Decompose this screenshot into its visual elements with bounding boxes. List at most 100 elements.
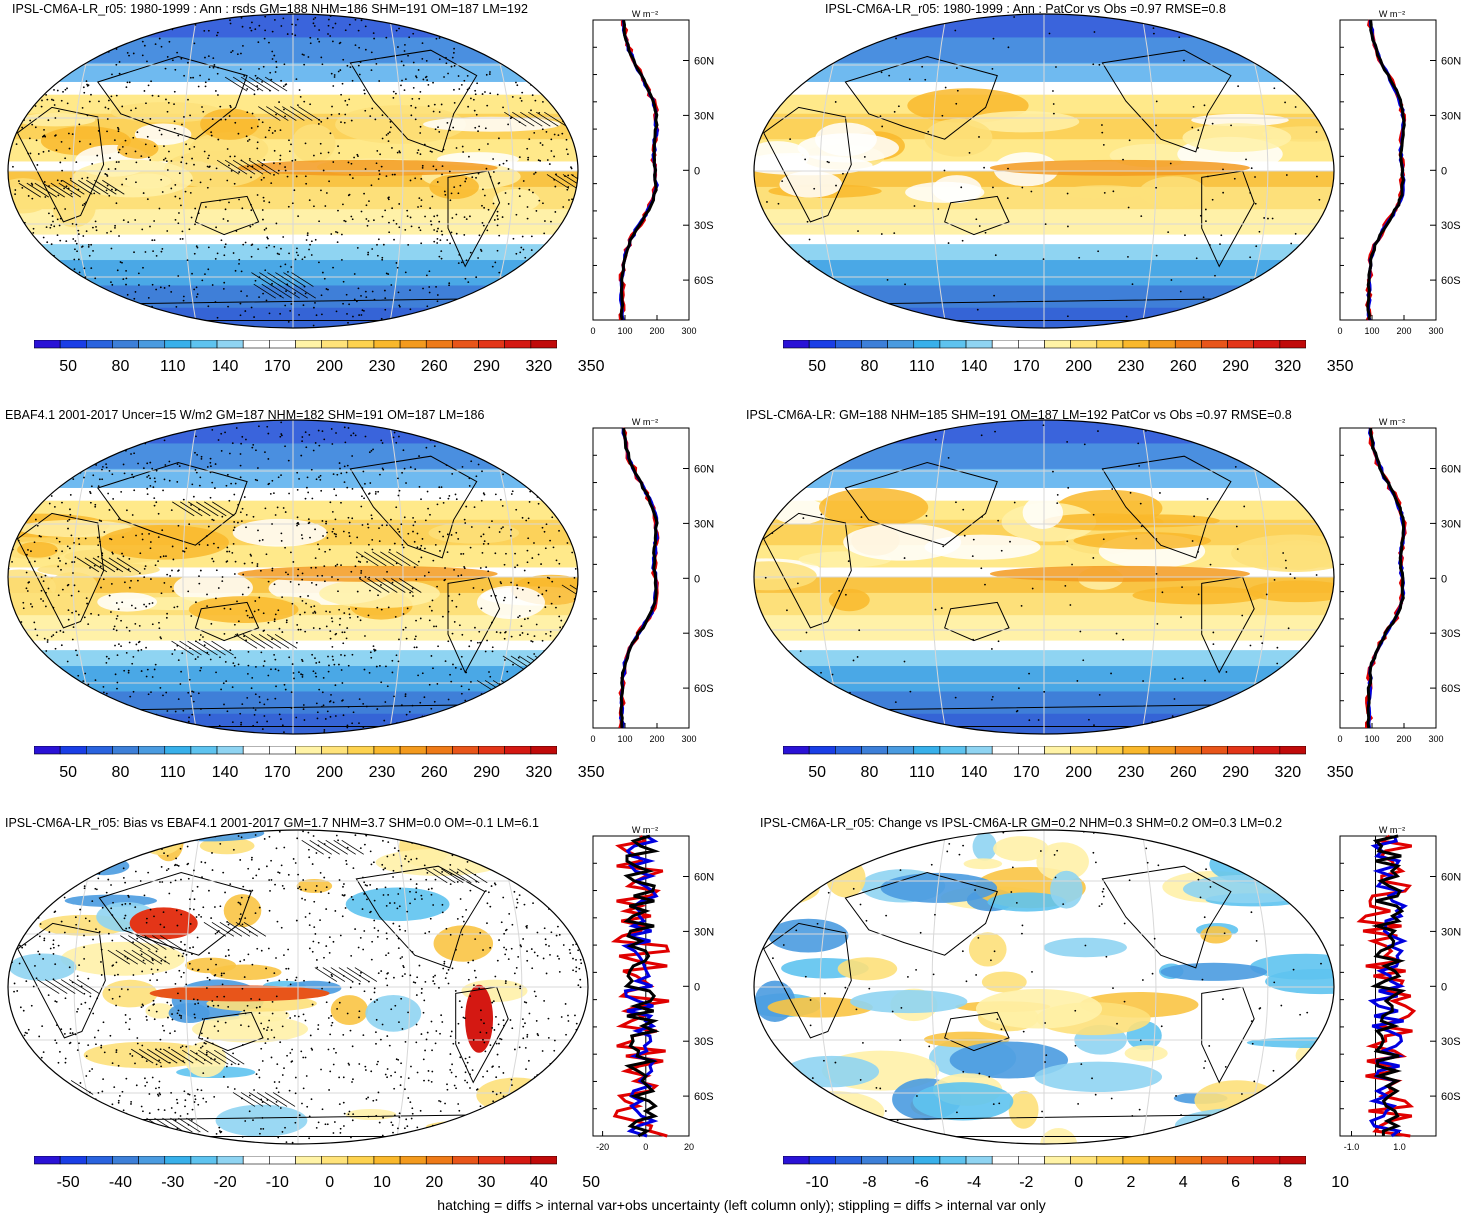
colorbar: [34, 746, 557, 755]
colorbar-tick-label: 290: [473, 358, 500, 375]
profile-x-tick-label: 0: [1337, 326, 1342, 336]
zonal-profile: W m⁻² 60N 30N 0 30S 60S 0 100 200 300: [590, 9, 714, 336]
colorbar: [783, 746, 1306, 755]
panel-title: IPSL-CM6A-LR_r05: Bias vs EBAF4.1 2001-2…: [5, 816, 539, 830]
figure-footer-caption: hatching = diffs > internal var+obs unce…: [437, 1197, 1046, 1213]
profile-x-tick-label: 200: [649, 734, 664, 744]
colorbar-tick-label: 8: [1283, 1174, 1293, 1191]
world-map: [7, 419, 579, 735]
colorbar-tick-label: 260: [420, 764, 448, 781]
colorbar-tick-label: 170: [263, 358, 291, 375]
colorbar-tick-label: 230: [368, 358, 396, 375]
colorbar-tick-label: 50: [59, 358, 78, 375]
profile-x-tick-label: 0: [643, 1142, 648, 1152]
world-map: [753, 13, 1335, 329]
colorbar-tick-label: 170: [1012, 358, 1040, 375]
profile-x-tick-label: 300: [1428, 326, 1443, 336]
lat-tick-label: 60S: [1441, 683, 1461, 695]
profile-curve-ens: [1370, 834, 1407, 1136]
panel-title: EBAF4.1 2001-2017 Uncer=15 W/m2 GM=187 N…: [5, 408, 485, 422]
profile-x-tick-label: -20: [596, 1142, 609, 1152]
lat-tick-label: 30N: [1441, 518, 1461, 530]
lat-tick-label: 30S: [1441, 220, 1461, 232]
colorbar-tick-label: 110: [159, 764, 186, 781]
colorbar-tick-label: 230: [1117, 358, 1145, 375]
lat-tick-label: 60S: [694, 1091, 714, 1103]
colorbar-tick-label: 110: [908, 358, 935, 375]
lat-tick-label: 60N: [694, 56, 714, 68]
profile-unit-label: W m⁻²: [1379, 825, 1405, 835]
colorbar-tick-label: 170: [263, 764, 291, 781]
profile-x-tick-label: -1.0: [1344, 1142, 1360, 1152]
colorbar-tick-label: 200: [316, 358, 343, 375]
lat-tick-label: 30N: [1441, 110, 1461, 122]
profile-curve-model: [1365, 427, 1407, 728]
lat-tick-label: 60N: [694, 872, 714, 884]
lat-tick-label: 0: [694, 981, 700, 993]
zonal-profile: W m⁻² 60N 30N 0 30S 60S 0 100 200 300: [590, 417, 714, 744]
lat-tick-label: 30S: [694, 628, 714, 640]
world-map: [7, 13, 579, 329]
colorbar-tick-label: 30: [477, 1174, 496, 1191]
profile-x-tick-label: 0: [1337, 734, 1342, 744]
colorbar-tick-label: 50: [808, 764, 827, 781]
colorbar-tick-label: 200: [1065, 358, 1092, 375]
colorbar-tick-label: 110: [159, 358, 186, 375]
lat-tick-label: 60N: [694, 464, 714, 476]
colorbar-tick-label: 140: [211, 764, 239, 781]
profile-x-tick-label: 200: [1396, 734, 1411, 744]
colorbar-tick-label: 200: [1065, 764, 1092, 781]
colorbar: [783, 340, 1306, 349]
colorbar-tick-label: 50: [582, 1174, 601, 1191]
colorbar-tick-label: 290: [1222, 764, 1249, 781]
colorbar-tick-label: -10: [265, 1174, 289, 1191]
profile-x-tick-label: 100: [617, 326, 632, 336]
colorbar-tick-label: 350: [1326, 764, 1354, 781]
colorbar-tick-label: 260: [420, 358, 448, 375]
colorbar-tick-label: -30: [161, 1174, 185, 1191]
lat-tick-label: 30S: [694, 220, 714, 232]
profile-x-tick-label: 0: [590, 734, 595, 744]
profile-unit-label: W m⁻²: [1379, 9, 1405, 19]
zonal-profile: W m⁻² 60N 30N 0 30S 60S 0 100 200 300: [1337, 9, 1461, 336]
lat-tick-label: 60N: [1441, 464, 1461, 476]
lat-tick-label: 30S: [1441, 628, 1461, 640]
lat-tick-label: 60S: [694, 275, 714, 287]
world-map: [753, 829, 1335, 1145]
colorbar-tick-label: 350: [577, 764, 605, 781]
profile-curve-ens: [1366, 19, 1406, 321]
profile-curve-ens: [619, 427, 659, 729]
profile-unit-label: W m⁻²: [632, 825, 658, 835]
colorbar-tick-label: 140: [960, 358, 988, 375]
lat-tick-label: 30N: [1441, 926, 1461, 938]
world-map: [7, 829, 589, 1145]
lat-tick-label: 0: [1441, 573, 1447, 585]
colorbar-tick-label: 200: [316, 764, 343, 781]
profile-curve-ens: [623, 834, 661, 1138]
profile-curve-obs: [1366, 19, 1406, 321]
colorbar-tick-label: 10: [373, 1174, 391, 1191]
profile-x-tick-label: 20: [684, 1142, 694, 1152]
profile-curve-model: [1365, 19, 1407, 321]
panel-title: IPSL-CM6A-LR_r05: 1980-1999 : Ann : PatC…: [825, 2, 1226, 16]
lat-tick-label: 0: [694, 165, 700, 177]
profile-x-tick-label: 200: [1396, 326, 1411, 336]
panel-title: IPSL-CM6A-LR: GM=188 NHM=185 SHM=191 OM=…: [746, 408, 1292, 422]
zonal-profile: W m⁻² 60N 30N 0 30S 60S 0 100 200 300: [1337, 417, 1461, 744]
colorbar: [34, 1156, 557, 1165]
profile-x-tick-label: 300: [1428, 734, 1443, 744]
colorbar-tick-label: 290: [1222, 358, 1249, 375]
lat-tick-label: 0: [1441, 981, 1447, 993]
colorbar-tick-label: 80: [860, 358, 879, 375]
colorbar-tick-label: -20: [213, 1174, 237, 1191]
colorbar: [34, 340, 557, 349]
colorbar-tick-label: 140: [211, 358, 239, 375]
panel-title: IPSL-CM6A-LR_r05: 1980-1999 : Ann : rsds…: [12, 2, 528, 16]
profile-x-tick-label: 0: [590, 326, 595, 336]
profile-curve-obs: [618, 427, 659, 729]
colorbar-tick-label: -40: [108, 1174, 132, 1191]
lat-tick-label: 60S: [1441, 1091, 1461, 1103]
colorbar-tick-label: 320: [1274, 764, 1302, 781]
colorbar-tick-label: 350: [577, 358, 605, 375]
lat-tick-label: 30S: [694, 1036, 714, 1048]
